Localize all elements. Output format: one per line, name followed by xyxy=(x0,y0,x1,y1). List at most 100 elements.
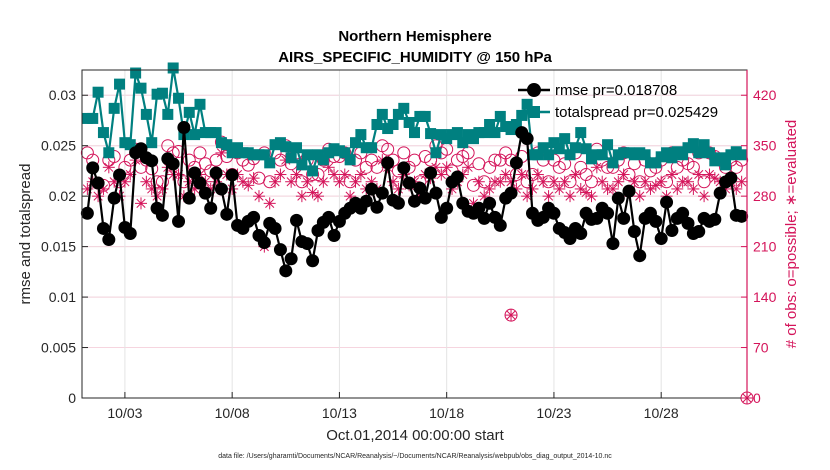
x-tick-label: 10/03 xyxy=(107,405,142,421)
totalspread-point xyxy=(221,139,233,151)
evaluated-point-stroke xyxy=(275,169,286,180)
totalspread-point xyxy=(194,98,206,110)
rmse-point xyxy=(225,168,239,182)
totalspread-point xyxy=(156,87,168,99)
totalspread-point xyxy=(703,147,715,159)
rmse-point xyxy=(123,226,137,240)
rmse-point xyxy=(247,210,261,224)
rmse-point xyxy=(520,132,534,146)
evaluated-point xyxy=(328,168,341,181)
totalspread-point xyxy=(650,157,662,169)
y-right-tick-label: 210 xyxy=(753,239,777,255)
totalspread-point xyxy=(366,142,378,154)
possible-point xyxy=(686,160,700,174)
totalspread-point xyxy=(564,149,576,161)
possible-point xyxy=(542,175,556,189)
evaluated-point xyxy=(140,175,153,188)
evaluated-point-stroke xyxy=(656,177,666,187)
rmse-point xyxy=(633,249,647,263)
evaluated-point xyxy=(698,190,711,203)
y-right-tick-label: 420 xyxy=(753,87,777,103)
possible-point xyxy=(633,175,647,189)
totalspread-point xyxy=(489,127,501,139)
evaluated-point xyxy=(494,175,507,188)
rmse-point xyxy=(91,176,105,190)
rmse-point xyxy=(708,212,722,226)
evaluated-point-stroke xyxy=(645,184,656,194)
evaluated-point xyxy=(703,168,716,181)
possible-point xyxy=(150,175,164,189)
evaluated-point xyxy=(671,182,684,195)
totalspread-point xyxy=(521,98,533,110)
y-tick-label: 0.02 xyxy=(49,188,76,204)
evaluated-point xyxy=(639,175,652,188)
y-tick-label: 0 xyxy=(68,390,76,406)
totalspread-point xyxy=(677,149,689,161)
rmse-point xyxy=(177,121,191,135)
totalspread-point xyxy=(639,149,651,161)
evaluated-point-stroke xyxy=(704,169,715,180)
evaluated-point xyxy=(134,197,147,210)
evaluated-point-stroke xyxy=(463,162,473,172)
possible-point xyxy=(177,175,191,189)
totalspread-point xyxy=(183,106,195,118)
possible-point xyxy=(365,153,379,167)
evaluated-point xyxy=(263,197,276,210)
rmse-point xyxy=(102,233,116,247)
possible-point xyxy=(574,160,588,174)
evaluated-point-stroke xyxy=(495,177,505,187)
evaluated-point-stroke xyxy=(597,177,607,187)
evaluated-point xyxy=(333,175,346,188)
totalspread-point xyxy=(344,154,356,166)
totalspread-point xyxy=(714,152,726,164)
rmse-point xyxy=(397,161,411,175)
rmse-point xyxy=(166,157,180,171)
y-tick-label: 0.015 xyxy=(41,239,76,255)
evaluated-point xyxy=(644,182,657,195)
y-right-tick-label: 350 xyxy=(753,138,777,154)
evaluated-point xyxy=(252,190,265,203)
rmse-point xyxy=(198,186,212,200)
outlier-point-star xyxy=(505,309,518,322)
rmse-point xyxy=(724,171,738,185)
evaluated-point-stroke xyxy=(581,187,591,198)
evaluated-point xyxy=(537,175,550,188)
possible-point xyxy=(525,168,539,182)
evaluated-point-stroke xyxy=(141,177,151,187)
y-right-tick-label: 0 xyxy=(753,390,761,406)
totalspread-point xyxy=(425,128,437,140)
evaluated-point xyxy=(392,182,405,195)
totalspread-point xyxy=(387,118,399,130)
totalspread-point xyxy=(92,86,104,98)
evaluated-point-stroke xyxy=(586,191,597,201)
totalspread-point xyxy=(173,92,185,104)
totalspread-point xyxy=(687,138,699,150)
evaluated-point xyxy=(102,161,115,174)
evaluated-point-stroke xyxy=(297,191,307,201)
evaluated-point xyxy=(462,161,475,174)
possible-point xyxy=(295,175,309,189)
evaluated-point-stroke xyxy=(576,184,586,194)
totalspread-point xyxy=(350,137,362,149)
rmse-point xyxy=(391,196,405,210)
y-tick-label: 0.005 xyxy=(41,340,76,356)
totalspread-point xyxy=(698,139,710,151)
rmse-point xyxy=(182,191,196,205)
rmse-point xyxy=(418,191,432,205)
rmse-point xyxy=(713,186,727,200)
evaluated-point-stroke xyxy=(651,180,661,190)
legend-rmse-marker xyxy=(527,83,541,97)
y-axis-label: rmse and totalspread xyxy=(17,164,34,305)
rmse-point xyxy=(611,191,625,205)
possible-point xyxy=(381,142,395,156)
evaluated-point xyxy=(617,168,630,181)
possible-point xyxy=(697,175,711,189)
totalspread-point xyxy=(693,147,705,159)
totalspread-point xyxy=(575,127,587,139)
x-tick-label: 10/08 xyxy=(215,405,250,421)
possible-point xyxy=(579,168,593,182)
totalspread-point xyxy=(409,127,420,139)
totalspread-point xyxy=(162,108,174,120)
evaluated-point-stroke xyxy=(640,177,650,187)
rmse-point xyxy=(472,201,486,215)
